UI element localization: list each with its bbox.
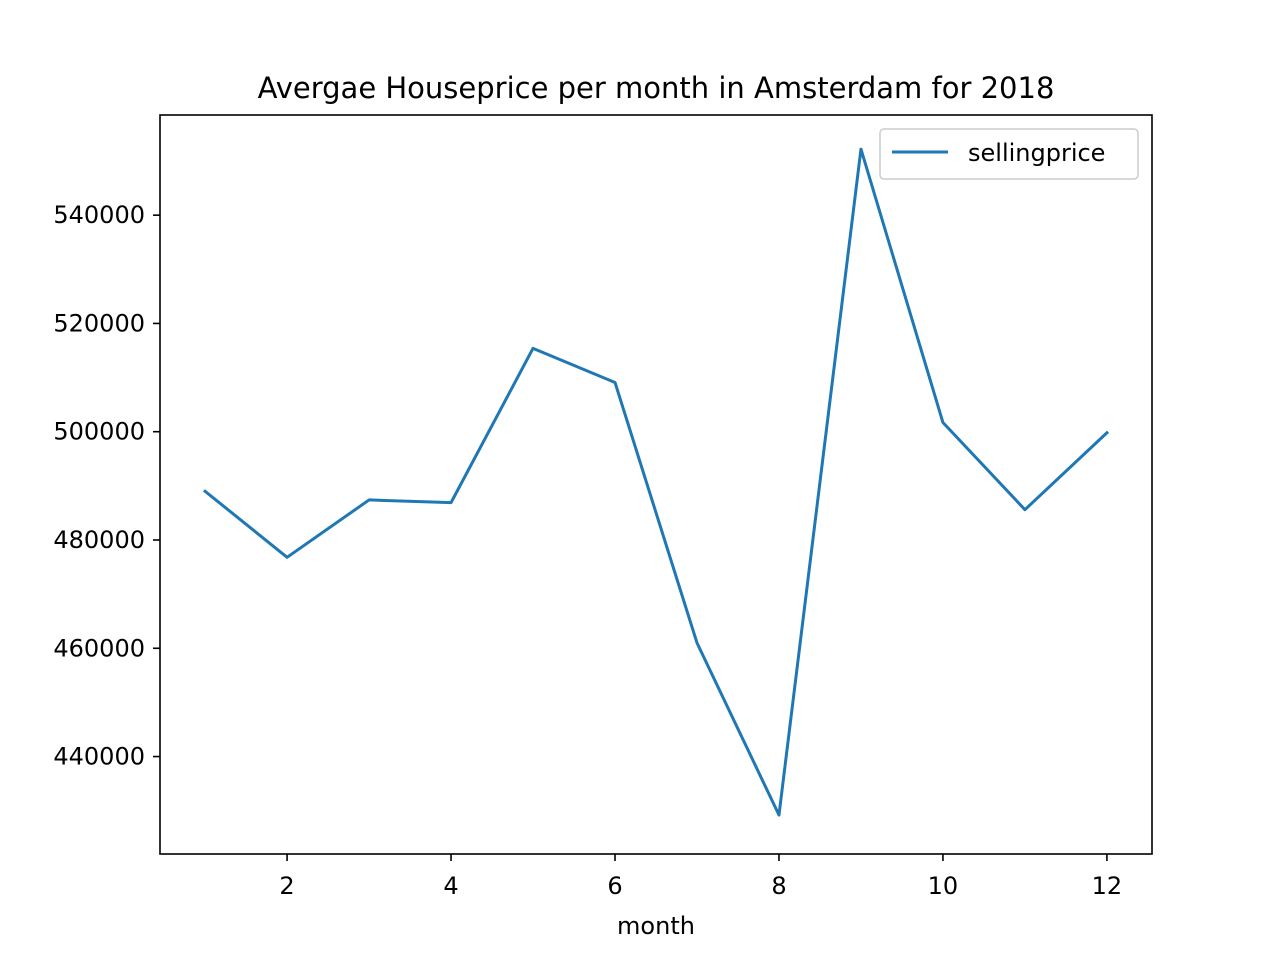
y-tick-label: 460000 [53, 634, 145, 662]
x-tick-label: 10 [928, 872, 959, 900]
x-tick-label: 2 [279, 872, 294, 900]
legend: sellingprice [879, 128, 1139, 180]
y-tick-label: 440000 [53, 743, 145, 771]
x-tick-label: 8 [771, 872, 786, 900]
legend-label-sellingprice: sellingprice [968, 139, 1105, 167]
y-tick-label: 520000 [53, 309, 145, 337]
x-axis: 2 4 6 8 10 12 [279, 854, 1122, 900]
y-axis: 440000 460000 480000 500000 520000 540000 [53, 201, 160, 771]
plot-area [202, 147, 1110, 817]
x-tick-label: 4 [443, 872, 458, 900]
x-axis-label: month [617, 912, 695, 940]
series-line-sellingprice [202, 147, 1110, 817]
y-tick-label: 500000 [53, 418, 145, 446]
plot-frame [159, 114, 1153, 855]
x-tick-label: 6 [607, 872, 622, 900]
y-tick-label: 480000 [53, 526, 145, 554]
y-tick-label: 540000 [53, 201, 145, 229]
chart-title: Avergae Houseprice per month in Amsterda… [258, 71, 1055, 105]
legend-box [879, 128, 1139, 180]
x-tick-label: 12 [1092, 872, 1123, 900]
